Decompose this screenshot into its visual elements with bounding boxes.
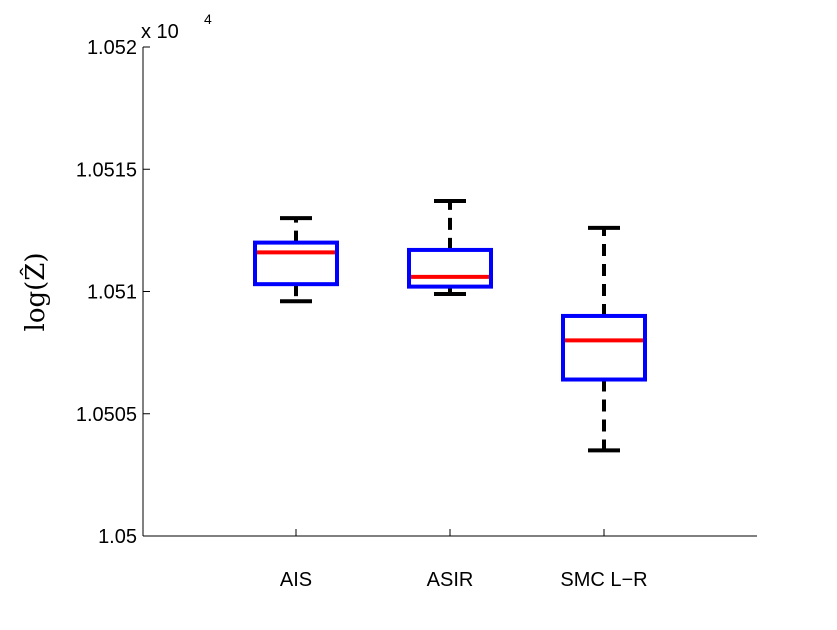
iqr-box [407, 247, 493, 289]
x-tick-label: ASIR [427, 569, 474, 591]
axes: 1.05 1.0505 1.051 1.0515 1.052 AIS ASIR SMC L−R [76, 37, 757, 591]
x-tick-label: AIS [280, 569, 312, 591]
y-multiplier: x 10 [141, 21, 179, 43]
y-tick-label: 1.0505 [76, 404, 137, 426]
y-tick-label: 1.0515 [76, 159, 137, 181]
y-multiplier-exponent: 4 [204, 11, 212, 27]
box-3 [561, 225, 647, 453]
box-2 [407, 199, 493, 296]
y-tick-label: 1.05 [98, 526, 137, 548]
y-tick-label: 1.051 [87, 282, 137, 304]
iqr-box [253, 240, 339, 287]
y-axis-label: log(Ẑ) [19, 253, 51, 332]
box-series [253, 199, 647, 453]
iqr-box [561, 313, 647, 382]
y-tick-label: 1.052 [87, 37, 137, 59]
box-1 [253, 216, 339, 304]
x-tick-label: SMC L−R [560, 569, 647, 591]
